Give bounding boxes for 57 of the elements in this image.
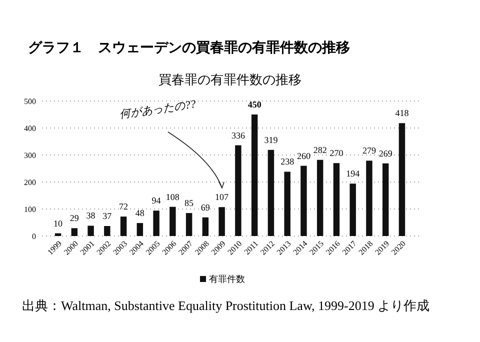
bar	[104, 226, 110, 236]
bar	[218, 207, 225, 236]
data-label: 238	[280, 156, 295, 167]
legend-label: 有罪件数	[209, 274, 245, 284]
data-label: 107	[215, 192, 230, 202]
bar	[88, 226, 94, 236]
data-label: 319	[264, 134, 278, 145]
bar	[366, 160, 372, 236]
bar	[235, 145, 242, 236]
bar	[350, 184, 356, 236]
data-label: 269	[378, 148, 393, 158]
data-label: 418	[395, 108, 410, 118]
data-label: 94	[152, 196, 162, 206]
data-label: 10	[54, 218, 64, 228]
bar	[170, 206, 176, 236]
data-label: 336	[231, 130, 246, 140]
y-tick-label: 400	[24, 124, 36, 133]
bar	[71, 228, 78, 236]
bar	[251, 114, 258, 236]
data-label: 260	[296, 150, 311, 161]
bar	[186, 213, 192, 236]
x-tick-label: 2001	[78, 239, 96, 257]
data-label: 270	[330, 148, 344, 158]
data-label: 194	[346, 168, 360, 179]
x-tick-label: 2011	[242, 239, 260, 257]
data-label: 279	[362, 146, 376, 156]
bar	[398, 123, 406, 236]
y-tick-label: 300	[24, 151, 36, 160]
y-tick-label: 100	[24, 205, 36, 214]
bar	[333, 163, 340, 236]
y-tick-label: 0	[32, 232, 36, 241]
data-label: 29	[70, 213, 80, 224]
bar	[284, 172, 290, 236]
bar	[153, 210, 160, 236]
data-label: 69	[200, 202, 210, 212]
bar	[300, 166, 307, 236]
bar	[268, 150, 274, 236]
bar	[54, 233, 62, 236]
data-label: 72	[119, 202, 128, 212]
data-label: 282	[313, 144, 327, 155]
bar	[120, 216, 127, 236]
data-label: 85	[184, 198, 194, 208]
bar	[136, 223, 144, 236]
data-label: 48	[135, 208, 145, 218]
y-tick-label: 500	[24, 97, 36, 106]
data-label: 37	[102, 211, 112, 222]
bar	[382, 163, 389, 236]
data-label: 108	[166, 192, 180, 202]
bar	[202, 217, 209, 236]
data-label: 450	[248, 100, 262, 110]
y-tick-label: 200	[24, 178, 36, 187]
source-note: 出典：Waltman, Substantive Equality Prostitution Law, 1999-2019 より作成	[22, 298, 430, 313]
data-label: 38	[86, 210, 96, 221]
chart-subtitle: 買春罪の有罪件数の推移	[158, 72, 302, 87]
annotation: 何があったの??	[118, 98, 198, 121]
chart-title: グラフ１ スウェーデンの買春罪の有罪件数の推移	[28, 40, 350, 56]
bar	[316, 160, 324, 236]
